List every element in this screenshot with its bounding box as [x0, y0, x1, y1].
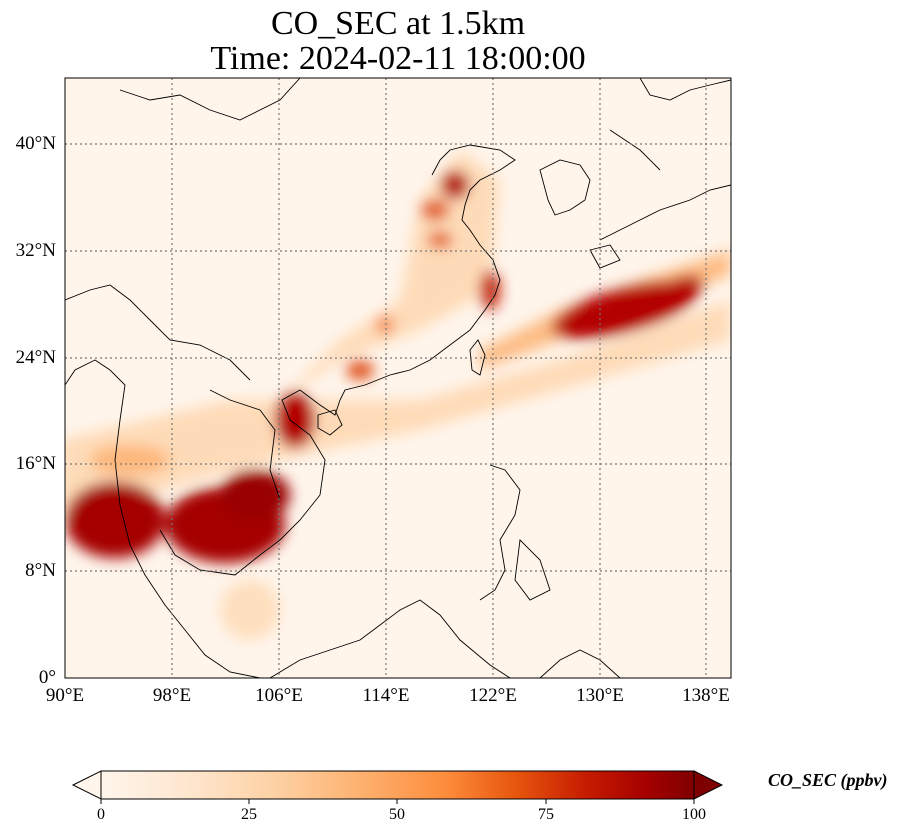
gridlines [65, 78, 731, 678]
colorbar-tick-0: 0 [97, 806, 105, 823]
colorbar-max-extend [693, 770, 724, 800]
lat-tick-8n: 8°N [25, 560, 56, 581]
colorbar-min-extend [71, 770, 102, 800]
colorbar-gradient [101, 771, 694, 799]
lat-tick-0: 0° [38, 667, 56, 688]
lon-tick-130e: 130°E [576, 685, 624, 706]
coastlines [65, 78, 731, 678]
map-title-line1: CO_SEC at 1.5km [270, 5, 526, 42]
lon-tick-90e: 90°E [45, 685, 85, 706]
colorbar-label: CO_SEC (ppbv) [768, 770, 888, 790]
lon-tick-98e: 98°E [152, 685, 192, 706]
colorbar-tick-75: 75 [538, 806, 554, 823]
lat-tick-24n: 24°N [15, 347, 56, 368]
map-background [65, 78, 731, 678]
colorbar-tick-25: 25 [241, 806, 257, 823]
lon-tick-114e: 114°E [362, 685, 410, 706]
lat-tick-32n: 32°N [15, 240, 56, 261]
lon-tick-122e: 122°E [469, 685, 517, 706]
map-frame [64, 77, 732, 679]
colorbar-tick-100: 100 [682, 806, 706, 823]
lat-tick-16n: 16°N [15, 453, 56, 474]
lon-tick-106e: 106°E [255, 685, 303, 706]
lon-tick-138e: 138°E [682, 685, 730, 706]
colorbar [71, 770, 724, 804]
colorbar-tick-50: 50 [389, 806, 405, 823]
map-title-line2: Time: 2024-02-11 18:00:00 [210, 40, 586, 77]
lat-tick-40n: 40°N [15, 133, 56, 154]
